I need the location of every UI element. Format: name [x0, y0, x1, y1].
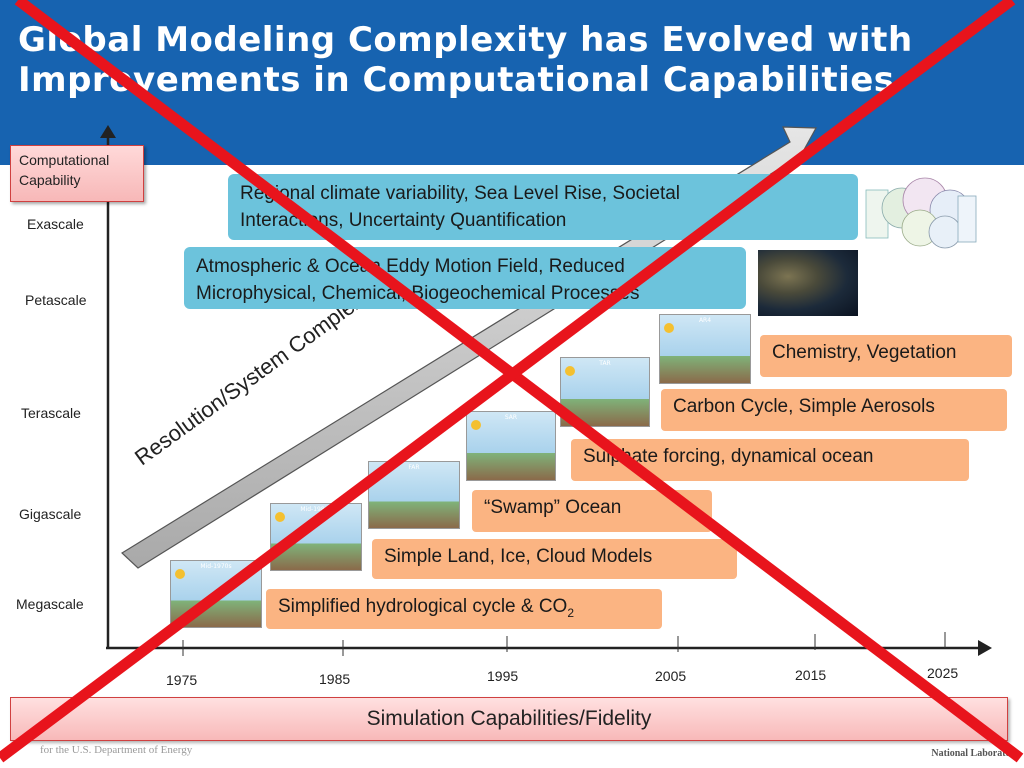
sun-icon — [565, 366, 575, 376]
x-year-2005: 2005 — [655, 668, 687, 684]
y-axis-arrowhead — [100, 125, 116, 138]
lab-logo: National Laboratory — [931, 748, 1020, 759]
petascale-processes-box: Atmospheric & Ocean Eddy Motion Field, R… — [184, 247, 746, 309]
x-year-1975: 1975 — [166, 672, 198, 688]
x-year-2015: 2015 — [795, 667, 827, 683]
footer-text: for the U.S. Department of Energy — [40, 744, 193, 756]
co2-subscript: 2 — [567, 605, 575, 620]
y-level-megascale: Megascale — [16, 596, 84, 612]
thumbnail-ar4: AR4 — [659, 314, 751, 384]
global-earth-image — [758, 250, 858, 316]
thumbnail-tar: TAR — [560, 357, 650, 427]
thumbnail-caption: AR4 — [698, 317, 712, 324]
thumbnail-caption: FAR — [408, 464, 420, 471]
hydrological-cycle-text: Simplified hydrological cycle & CO — [278, 596, 568, 617]
sun-icon — [275, 512, 285, 522]
thumbnail-mid-1970s: Mid-1970s — [170, 560, 262, 628]
thumbnail-caption: SAR — [504, 414, 518, 421]
y-level-terascale: Terascale — [21, 405, 81, 421]
sun-icon — [373, 470, 383, 480]
thumbnail-mid-1980s: Mid-1980s — [270, 503, 362, 571]
thumbnail-far: FAR — [368, 461, 460, 529]
y-level-exascale: Exascale — [27, 216, 84, 232]
chemistry-vegetation-box: Chemistry, Vegetation — [760, 335, 1012, 377]
thumbnail-sar: SAR — [466, 411, 556, 481]
simulation-fidelity-label: Simulation Capabilities/Fidelity — [10, 697, 1008, 741]
carbon-cycle-box: Carbon Cycle, Simple Aerosols — [661, 389, 1007, 431]
sun-icon — [471, 420, 481, 430]
y-level-gigascale: Gigascale — [19, 506, 82, 522]
thumbnail-caption: Mid-1980s — [300, 506, 332, 513]
thumbnail-caption: Mid-1970s — [200, 563, 232, 570]
sun-icon — [664, 323, 674, 333]
x-year-1985: 1985 — [319, 671, 351, 687]
hydrological-cycle-box: Simplified hydrological cycle & CO2 — [266, 589, 662, 629]
thumbnail-caption: TAR — [599, 360, 611, 367]
sulphate-forcing-box: Sulphate forcing, dynamical ocean — [571, 439, 969, 481]
swamp-ocean-box: “Swamp” Ocean — [472, 490, 712, 532]
exascale-processes-box: Regional climate variability, Sea Level … — [228, 174, 858, 240]
x-year-2025: 2025 — [927, 665, 959, 681]
sun-icon — [175, 569, 185, 579]
computational-capability-label: Computational Capability — [10, 145, 144, 202]
x-axis-arrowhead — [978, 640, 992, 656]
land-ice-cloud-box: Simple Land, Ice, Cloud Models — [372, 539, 737, 579]
integrated-systems-venn-icon — [865, 177, 977, 249]
y-level-petascale: Petascale — [25, 292, 87, 308]
x-year-1995: 1995 — [487, 668, 519, 684]
